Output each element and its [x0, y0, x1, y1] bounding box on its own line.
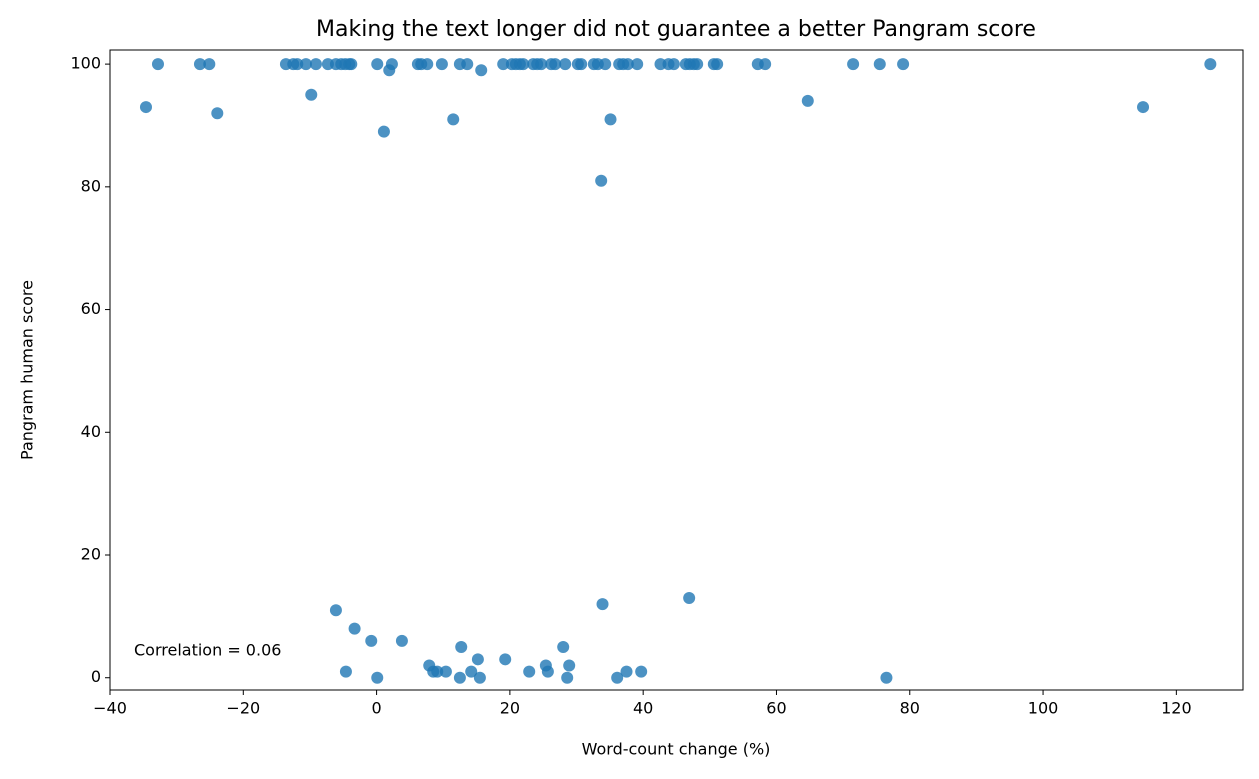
- point: [475, 64, 488, 77]
- plot-frame: [109, 49, 1244, 691]
- point: [691, 58, 704, 71]
- point: [667, 58, 680, 71]
- point: [561, 671, 574, 684]
- point: [453, 671, 466, 684]
- point: [371, 58, 384, 71]
- point: [329, 604, 342, 617]
- point: [348, 622, 361, 635]
- point: [880, 671, 893, 684]
- point: [873, 58, 886, 71]
- x-tick-label: −20: [226, 699, 260, 718]
- point: [193, 58, 206, 71]
- x-tick-label: 60: [766, 699, 786, 718]
- point: [1204, 58, 1217, 71]
- point: [365, 634, 378, 647]
- point: [631, 58, 644, 71]
- point: [563, 659, 576, 672]
- point: [447, 113, 460, 126]
- point: [535, 58, 548, 71]
- x-tick-label: −40: [93, 699, 127, 718]
- point: [455, 641, 468, 654]
- point: [465, 665, 478, 678]
- point: [523, 665, 536, 678]
- point: [471, 653, 484, 666]
- point: [711, 58, 724, 71]
- point: [211, 107, 224, 120]
- y-tick-label: 80: [81, 176, 101, 195]
- point: [847, 58, 860, 71]
- chart-title: Making the text longer did not guarantee…: [316, 17, 1036, 42]
- annotation: Correlation = 0.06: [134, 641, 281, 660]
- point: [604, 113, 617, 126]
- x-tick-label: 100: [1028, 699, 1059, 718]
- point: [435, 58, 448, 71]
- y-tick-label: 0: [91, 667, 101, 686]
- point: [595, 174, 608, 187]
- point: [599, 58, 612, 71]
- y-tick-label: 20: [81, 545, 101, 564]
- point: [203, 58, 216, 71]
- point: [1137, 101, 1150, 114]
- point: [309, 58, 322, 71]
- point: [611, 671, 624, 684]
- y-axis-label: Pangram human score: [18, 280, 37, 460]
- x-tick-label: 0: [371, 699, 381, 718]
- point: [497, 58, 510, 71]
- x-tick-label: 20: [500, 699, 520, 718]
- point: [421, 58, 434, 71]
- point: [549, 58, 562, 71]
- point: [383, 64, 396, 77]
- point: [431, 665, 444, 678]
- point: [596, 598, 609, 611]
- x-tick-label: 40: [633, 699, 653, 718]
- x-tick-label: 80: [900, 699, 920, 718]
- point: [139, 101, 152, 114]
- point: [461, 58, 474, 71]
- point: [635, 665, 648, 678]
- point: [557, 641, 570, 654]
- point: [620, 665, 633, 678]
- point: [759, 58, 772, 71]
- point: [897, 58, 910, 71]
- point: [371, 671, 384, 684]
- point: [339, 665, 352, 678]
- x-tick-label: 120: [1161, 699, 1192, 718]
- point: [291, 58, 304, 71]
- y-tick-label: 40: [81, 422, 101, 441]
- point: [377, 125, 390, 138]
- point: [517, 58, 530, 71]
- point: [299, 58, 312, 71]
- y-tick-label: 100: [70, 54, 101, 73]
- point: [345, 58, 358, 71]
- point: [559, 58, 572, 71]
- point: [575, 58, 588, 71]
- point: [499, 653, 512, 666]
- point: [395, 634, 408, 647]
- point: [439, 665, 452, 678]
- point: [473, 671, 486, 684]
- point: [151, 58, 164, 71]
- point: [801, 94, 814, 107]
- x-axis-label: Word-count change (%): [582, 740, 771, 759]
- point: [683, 591, 696, 604]
- point: [541, 665, 554, 678]
- point: [621, 58, 634, 71]
- y-tick-label: 60: [81, 299, 101, 318]
- point: [305, 88, 318, 101]
